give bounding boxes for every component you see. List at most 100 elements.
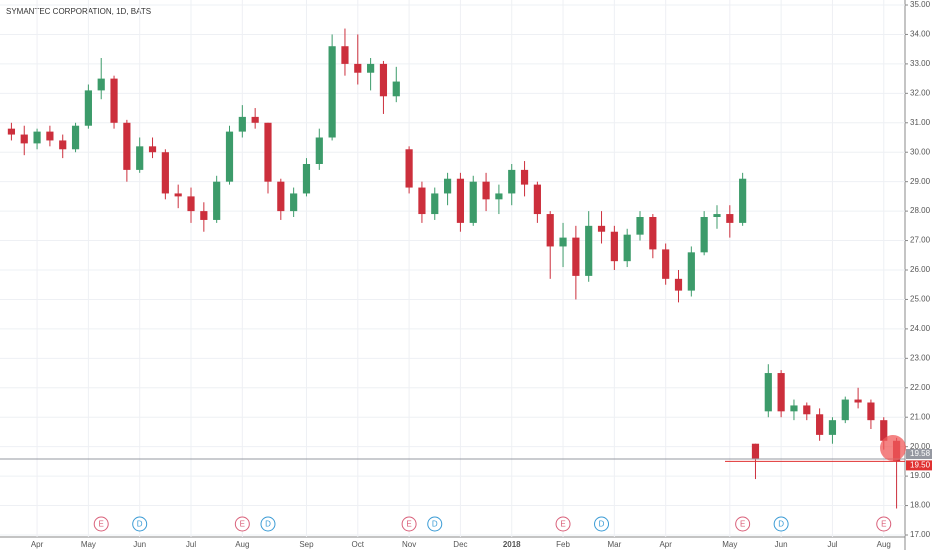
candle-body (687, 252, 695, 291)
candle-body (443, 178, 452, 194)
y-tick-label: 28.00 (910, 206, 931, 215)
candle-body (649, 217, 657, 250)
y-tick-label: 21.00 (910, 412, 931, 421)
candle-body (123, 122, 131, 170)
y-tick-label: 24.00 (910, 324, 931, 333)
candle-body (674, 278, 683, 291)
candle-body (533, 184, 541, 215)
event-marker (555, 516, 571, 532)
y-tick-label: 26.00 (910, 265, 931, 274)
event-label: E (240, 520, 245, 529)
candle-body (597, 225, 606, 232)
x-tick-label: May (81, 540, 96, 549)
candle-body (585, 225, 593, 276)
y-tick-label: 33.00 (910, 59, 931, 68)
y-tick-label: 23.00 (910, 353, 931, 362)
price-label-box (906, 460, 932, 471)
candle-body (302, 164, 311, 194)
x-tick-label: Mar (607, 540, 621, 549)
candle-body (739, 178, 747, 223)
candle-body (33, 131, 41, 144)
candle-body (482, 181, 490, 200)
price-label-box (906, 449, 932, 460)
y-tick-label: 34.00 (910, 30, 931, 39)
candle-body (148, 146, 157, 153)
candle-body (46, 131, 54, 141)
candle-body (803, 405, 811, 415)
x-tick-label: Apr (659, 540, 672, 549)
event-marker (735, 516, 751, 532)
x-tick-label: Feb (556, 540, 570, 549)
candle-body (777, 373, 785, 412)
y-tick-label: 20.00 (910, 442, 931, 451)
event-marker (401, 516, 417, 532)
event-marker (93, 516, 109, 532)
candle-body (405, 149, 413, 188)
x-tick-label: Apr (31, 540, 44, 549)
candle-body (841, 399, 849, 421)
x-tick-label: Jul (186, 540, 196, 549)
candle-body (726, 214, 734, 223)
candle-body (354, 63, 362, 73)
candle-body (546, 214, 554, 247)
candle-body (110, 78, 118, 123)
candle-body (200, 211, 208, 220)
y-tick-label: 19.00 (910, 471, 931, 480)
candle-body (572, 237, 580, 276)
y-tick-label: 17.00 (910, 530, 931, 539)
price-label: 19.50 (910, 460, 931, 469)
candle-body (59, 140, 67, 150)
candle-body (7, 128, 16, 135)
event-marker (876, 516, 892, 532)
event-marker (773, 516, 789, 532)
candle-body (225, 131, 234, 182)
candle-body (520, 169, 529, 185)
candle-body (20, 134, 28, 144)
event-label: E (560, 520, 565, 529)
highlight-circle (880, 435, 906, 461)
candle-body (469, 181, 477, 223)
x-tick-label: Jul (827, 540, 837, 549)
candle-body (277, 181, 285, 212)
event-label: E (881, 520, 886, 529)
candle-body (187, 196, 195, 212)
candle-body (379, 63, 388, 97)
candle-body (713, 214, 721, 217)
candle-body (213, 181, 221, 220)
candle-body (418, 187, 426, 215)
candle-body (431, 193, 439, 215)
event-marker (427, 516, 443, 532)
event-marker (594, 516, 610, 532)
candle-body (174, 193, 182, 197)
y-tick-label: 32.00 (910, 88, 931, 97)
candle-body (751, 443, 760, 459)
candle-body (456, 178, 465, 223)
candle-body (367, 63, 375, 73)
candle-body (764, 373, 772, 412)
x-tick-label: Jun (775, 540, 788, 549)
candle-body (290, 193, 298, 212)
event-label: D (599, 520, 605, 529)
candle-body (816, 414, 824, 435)
y-tick-label: 18.00 (910, 501, 931, 510)
x-tick-label: Aug (235, 540, 249, 549)
event-label: E (99, 520, 104, 529)
candle-body (328, 46, 336, 138)
event-label: E (406, 520, 411, 529)
event-marker (132, 516, 148, 532)
candle-body (854, 399, 862, 403)
candle-body (161, 152, 169, 194)
candle-body (251, 116, 259, 123)
candle-body (790, 405, 798, 412)
candle-body (392, 81, 400, 97)
event-label: D (137, 520, 143, 529)
event-marker (234, 516, 250, 532)
candle-body (264, 122, 272, 182)
y-tick-label: 35.00 (910, 0, 931, 9)
x-tick-label: May (722, 540, 737, 549)
x-tick-label: 2018 (503, 540, 521, 549)
candle-body (559, 237, 567, 247)
candle-body (341, 46, 349, 64)
candle-body (880, 420, 888, 441)
